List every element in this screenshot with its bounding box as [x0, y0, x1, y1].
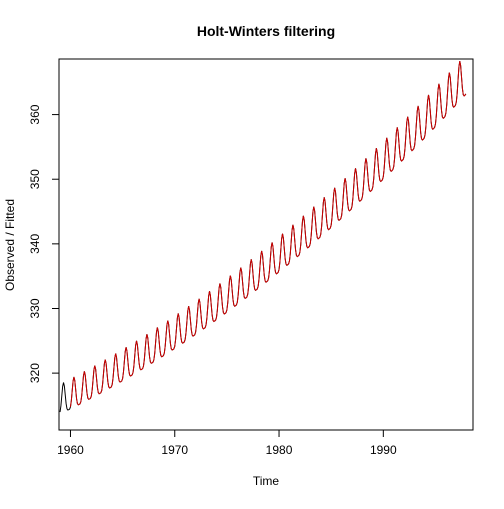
x-tick-label: 1980 [266, 443, 293, 457]
series-layer [59, 61, 467, 413]
y-tick-label: 350 [28, 169, 42, 189]
x-tick-label: 1960 [57, 443, 84, 457]
y-tick-label: 320 [28, 363, 42, 383]
axes: 1960 1970 1980 1990 320 330 340 350 360 [28, 104, 397, 457]
chart-title: Holt-Winters filtering [197, 23, 335, 39]
x-tick-label: 1990 [370, 443, 397, 457]
series-line-fitted [69, 61, 467, 407]
x-tick-label: 1970 [161, 443, 188, 457]
y-axis-label: Observed / Fitted [3, 199, 17, 291]
y-tick-label: 340 [28, 234, 42, 254]
y-tick-label: 330 [28, 298, 42, 318]
x-axis-label: Time [253, 474, 280, 488]
y-tick-label: 360 [28, 104, 42, 124]
